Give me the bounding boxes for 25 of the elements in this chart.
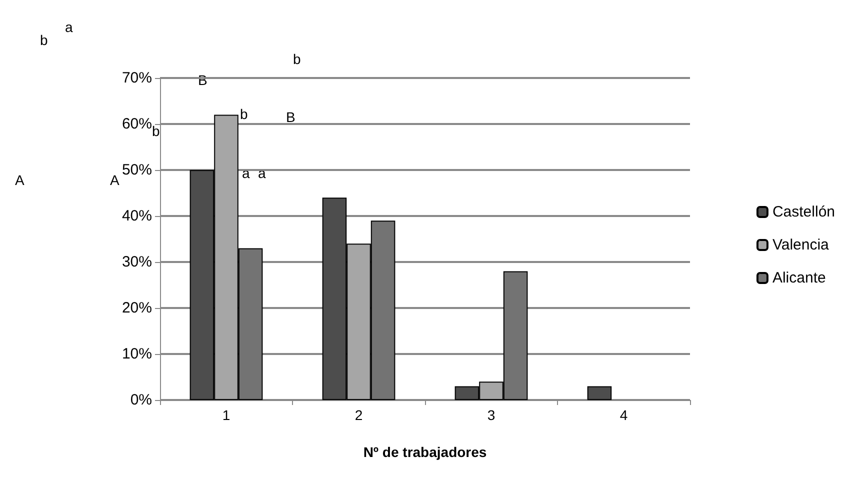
x-tick-label: 4: [620, 407, 628, 423]
text: A: [15, 172, 25, 188]
text: b: [152, 123, 160, 139]
y-tick-label: 30%: [122, 254, 152, 270]
legend-label: Castellón: [772, 204, 836, 220]
bar: [587, 386, 612, 400]
x-axis-title: Nº de trabajadores: [363, 444, 487, 460]
y-tick-label: 60%: [122, 116, 152, 132]
x-tick-label: 1: [222, 407, 230, 423]
y-tick-label: 20%: [122, 300, 152, 316]
x-tick-label: 3: [487, 407, 496, 423]
y-tick-label: 40%: [122, 208, 152, 224]
text: b: [40, 32, 48, 48]
y-tick-label: 10%: [122, 346, 152, 362]
legend-label: Alicante: [772, 270, 826, 286]
x-tick-label: 2: [354, 407, 363, 423]
y-tick-label: 70%: [122, 70, 152, 86]
legend-label: Valencia: [772, 236, 830, 254]
annotation: b: [240, 106, 248, 122]
text: b: [293, 51, 301, 67]
text: a: [65, 19, 73, 35]
annotation: B: [286, 109, 296, 125]
y-tick-label: 0%: [130, 392, 152, 408]
y-tick-label: 50%: [122, 162, 152, 178]
text: A: [110, 172, 120, 188]
